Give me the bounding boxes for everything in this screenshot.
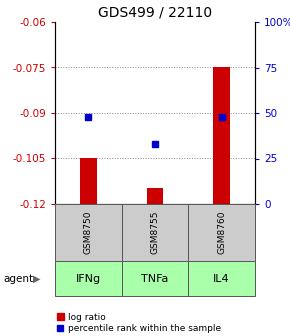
Title: GDS499 / 22110: GDS499 / 22110 (98, 5, 212, 19)
Bar (188, 261, 255, 296)
Text: GSM8750: GSM8750 (84, 211, 93, 254)
Text: agent: agent (3, 274, 33, 284)
Bar (122, 204, 188, 261)
Text: IL4: IL4 (213, 274, 230, 284)
Bar (147, 188, 163, 204)
Bar (188, 204, 255, 261)
Text: ▶: ▶ (33, 274, 41, 284)
Bar (213, 67, 230, 204)
Text: GSM8760: GSM8760 (217, 211, 226, 254)
Text: GSM8755: GSM8755 (151, 211, 160, 254)
Legend: log ratio, percentile rank within the sample: log ratio, percentile rank within the sa… (57, 312, 221, 333)
Bar (122, 261, 188, 296)
Text: TNFa: TNFa (141, 274, 169, 284)
Bar (80, 158, 97, 204)
Text: IFNg: IFNg (76, 274, 101, 284)
Bar (55, 261, 122, 296)
Bar (55, 204, 122, 261)
